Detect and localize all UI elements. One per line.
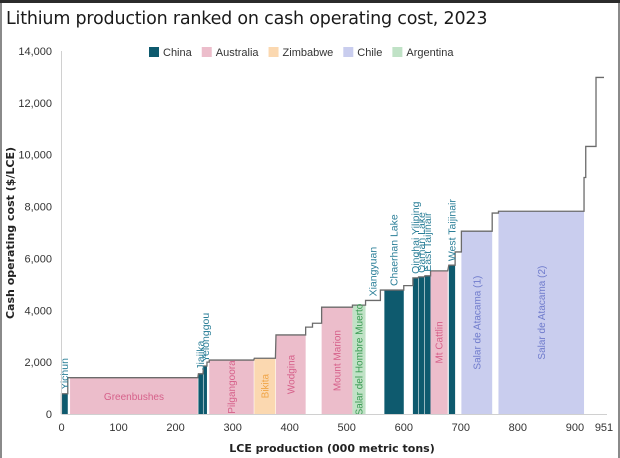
x-tick-label: 0: [58, 422, 64, 434]
legend-label-china: China: [163, 47, 193, 59]
y-tick-label: 4,000: [24, 305, 52, 317]
bar-label: Yelonggou: [200, 313, 212, 362]
x-tick-label: 100: [109, 422, 127, 434]
bar-label: West Taijinair: [446, 199, 458, 262]
legend-swatch-australia: [201, 47, 212, 57]
bar-bikita: [254, 358, 276, 414]
bar-west-taijinair: [448, 265, 456, 414]
x-tick-label: 300: [223, 422, 241, 434]
bar-label: East Taijinair: [422, 212, 434, 272]
bar-label: Pilgangoora: [227, 360, 238, 414]
bar-label: Greenbushes: [104, 392, 164, 403]
legend-label-zimbabwe: Zimbabwe: [283, 47, 334, 59]
frame-left-border: [0, 3, 2, 458]
x-tick-label: 700: [452, 422, 470, 434]
bar-label: Mt Cattlin: [435, 321, 446, 363]
bar-qarhan-lake: [418, 276, 425, 414]
legend-label-australia: Australia: [216, 47, 260, 59]
y-axis-label: Cash operating cost ($/LCE): [4, 147, 17, 319]
chart-title: Lithium production ranked on cash operat…: [6, 9, 488, 29]
legend: China Australia Zimbabwe Chile Argentina: [149, 47, 454, 59]
bar-salar-de-atacama-2-: [498, 211, 585, 414]
x-tick-label: 600: [395, 422, 413, 434]
y-tick-label: 0: [46, 409, 52, 421]
bar-label: Qarhan Lake: [416, 212, 428, 273]
bar-yichun: [61, 393, 68, 414]
bar-salar-del-hombre-muerto: [352, 305, 366, 414]
axes-layer: 0 2,000 4,000 6,000 8,000 10,000 12,000 14,000 0…: [18, 46, 613, 434]
legend-label-chile: Chile: [357, 47, 382, 59]
bars-layer: [61, 211, 585, 414]
bar-label: Salar de Atacama (1): [472, 276, 483, 370]
bar-label: Salar de Atacama (2): [537, 266, 548, 360]
bar-label: Qinghai Yiliping: [410, 201, 422, 274]
legend-swatch-chile: [343, 47, 354, 57]
step-outline-layer: [60, 76, 604, 414]
x-tick-label: 500: [338, 422, 356, 434]
x-tick-label: 200: [166, 422, 184, 434]
y-tick-label: 14,000: [18, 46, 52, 58]
bar-label: Wodgina: [286, 354, 297, 394]
legend-swatch-zimbabwe: [268, 47, 279, 57]
bar-label: Chaerhan Lake: [389, 214, 401, 286]
bar-label: Jiajika: [195, 340, 207, 369]
y-tick-label: 6,000: [24, 253, 52, 265]
y-tick-label: 8,000: [24, 202, 52, 214]
window-top-bar: [0, 0, 620, 3]
x-axis-label: LCE production (000 metric tons): [229, 442, 435, 455]
bar-label: Mount Marion: [333, 330, 344, 391]
legend-swatch-argentina: [392, 47, 403, 57]
bar-salar-de-atacama-1-: [461, 231, 493, 414]
bar-wodgina: [275, 334, 306, 414]
bar-mt-cattlin: [430, 270, 448, 414]
bar-east-taijinair: [424, 275, 431, 414]
bar-pilgangoora: [209, 360, 254, 414]
bar-greenbushes: [70, 377, 198, 414]
legend-swatch-china: [149, 47, 159, 57]
legend-label-argentina: Argentina: [406, 47, 454, 59]
bar-label: Bikita: [260, 373, 271, 398]
bar-qinghai-yiliping: [412, 277, 419, 414]
x-tick-label: 400: [281, 422, 299, 434]
x-tick-label: 900: [566, 422, 584, 434]
frame-right-border: [618, 3, 620, 458]
bar-jiajika: [198, 373, 203, 414]
cost-step-line: [60, 76, 604, 414]
bar-label: Salar del Hombre Muerto: [354, 303, 365, 415]
x-tick-label: 800: [509, 422, 527, 434]
y-tick-label: 10,000: [18, 150, 52, 162]
bar-yelonggou: [203, 366, 207, 414]
y-tick-label: 2,000: [24, 357, 52, 369]
bar-mount-marion: [321, 307, 353, 414]
bar-chaerhan-lake: [384, 290, 404, 414]
y-tick-label: 12,000: [18, 98, 52, 110]
bar-label: Xiangyuan: [367, 247, 379, 297]
bar-label: Yichun: [59, 358, 71, 390]
x-tick-label: 951: [595, 422, 613, 434]
